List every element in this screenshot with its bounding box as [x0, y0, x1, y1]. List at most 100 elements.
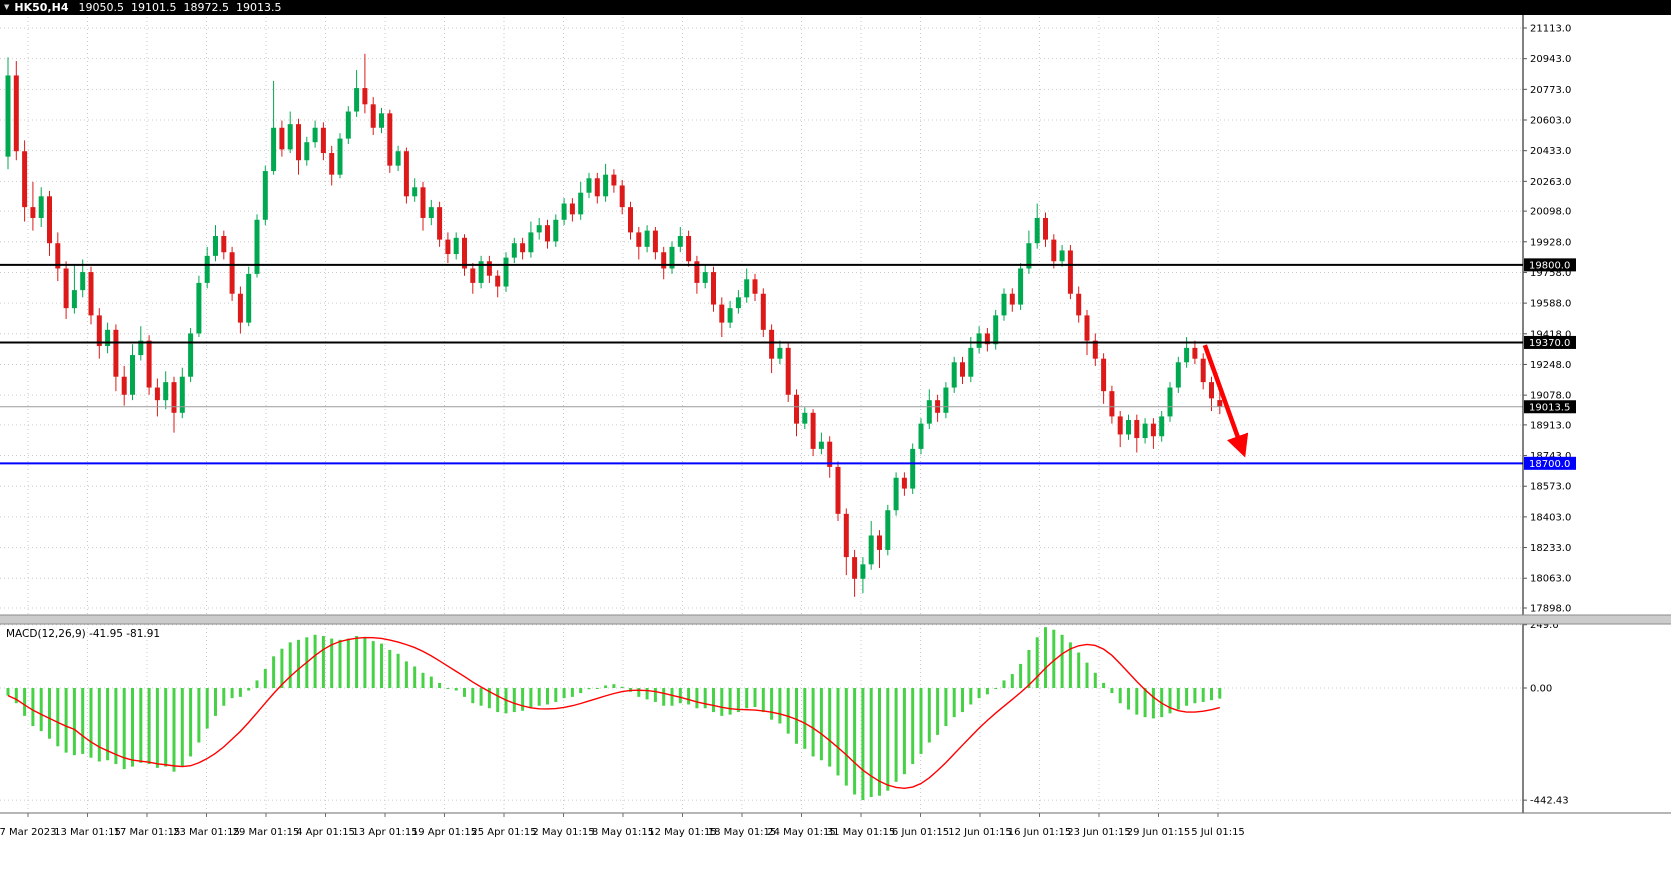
candle-body [1159, 416, 1165, 437]
macd-bar [687, 688, 691, 705]
price-tick-label: 20098.0 [1530, 207, 1571, 218]
macd-bar [189, 688, 193, 757]
candle-body [1192, 347, 1198, 359]
macd-bar [886, 688, 890, 791]
macd-bar [89, 688, 93, 758]
symbol-period-label: HK50,H4 [14, 1, 69, 14]
candle-body [1059, 250, 1065, 262]
candle-body [852, 557, 858, 579]
macd-histogram [6, 627, 1222, 801]
candle-body [877, 535, 882, 550]
macd-bar [637, 688, 641, 697]
candle-body [711, 272, 716, 305]
candle-body [179, 376, 185, 413]
candle-body [188, 333, 194, 377]
macd-bar [1218, 688, 1222, 699]
candle-body [603, 174, 609, 197]
annotations[interactable] [1202, 344, 1249, 458]
time-tick-label: 23 Mar 01:15 [173, 827, 240, 838]
time-tick-label: 6 Jun 01:15 [892, 827, 949, 838]
candle-body [843, 513, 849, 558]
price-tick-label: 17898.0 [1530, 604, 1571, 615]
horizontal-lines[interactable] [0, 263, 1523, 465]
macd-bar [429, 676, 433, 688]
macd-bar [1143, 688, 1147, 718]
candle-body [910, 448, 916, 489]
candle-body [503, 257, 509, 287]
macd-bar [878, 688, 881, 796]
price-badge [1524, 400, 1576, 414]
candlestick-series [5, 53, 1223, 597]
macd-bar [819, 688, 823, 761]
chart-area: 21113.0 20943.0 20773.0 20603.0 20433.0 20263… [0, 15, 1671, 889]
price-tick-label: 20773.0 [1530, 85, 1571, 96]
macd-bar [413, 666, 417, 688]
candle-body [777, 347, 783, 359]
panel-separator[interactable] [0, 614, 1671, 625]
macd-bar [122, 688, 126, 770]
macd-bar [272, 656, 276, 688]
macd-bar [39, 688, 43, 732]
macd-bar [371, 641, 375, 688]
candle-body [1034, 217, 1040, 244]
candle-body [279, 127, 285, 150]
candle-body [528, 232, 534, 253]
candle-body [329, 153, 335, 175]
macd-bar [1093, 672, 1097, 688]
candle-body [1076, 293, 1082, 316]
macd-bar [388, 649, 392, 688]
macd-bar [1151, 688, 1155, 719]
candle-body [478, 261, 484, 283]
splitter-bar[interactable] [0, 615, 1671, 624]
candle-body [868, 535, 874, 565]
macd-bar [205, 688, 209, 729]
candle-body [88, 272, 94, 316]
candle-body [80, 272, 86, 291]
macd-bar [396, 653, 400, 688]
candle-body [304, 142, 310, 161]
candle-body [296, 124, 301, 161]
grid-layer [0, 17, 1523, 811]
price-tick-label: 19588.0 [1530, 299, 1571, 310]
candle-body [636, 232, 642, 247]
macd-bar [570, 688, 574, 697]
price-badges: 19800.0 19370.0 18700.0 19013.5 [1524, 258, 1576, 470]
macd-bar [313, 634, 317, 688]
trend-arrow[interactable] [1202, 344, 1249, 458]
price-badge-label: 18700.0 [1529, 459, 1570, 470]
candle-body [735, 297, 741, 309]
candle-body [1043, 217, 1048, 240]
candle-body [686, 236, 692, 262]
candle-body [1167, 387, 1173, 417]
macd-bar [346, 638, 350, 688]
ohlc-close-value: 19013.5 [235, 1, 282, 14]
macd-bar [612, 684, 616, 688]
macd-bar [703, 688, 707, 709]
macd-bar [471, 688, 475, 704]
candle-body [960, 362, 965, 377]
macd-bar [56, 688, 60, 747]
candle-body [362, 88, 368, 105]
ohlc-low-value: 18972.5 [183, 1, 229, 14]
macd-bar [853, 688, 857, 795]
macd-bar [620, 686, 624, 688]
macd-bar [1019, 663, 1023, 688]
candle-body [835, 466, 841, 514]
candle-body [30, 207, 36, 218]
time-tick-label: 24 May 01:15 [767, 827, 836, 838]
candle-body [453, 237, 459, 255]
macd-bar [1027, 649, 1031, 688]
candle-body [885, 510, 891, 550]
macd-bar [230, 688, 234, 699]
macd-bar [736, 688, 740, 713]
candle-body [38, 196, 44, 218]
candle-body [1084, 315, 1090, 341]
candle-body [976, 333, 982, 348]
candle-body [511, 243, 517, 258]
candle-body [1051, 239, 1057, 262]
macd-bar [255, 680, 259, 688]
chart-canvas[interactable]: 21113.0 20943.0 20773.0 20603.0 20433.0 20263… [0, 15, 1671, 889]
macd-bar [720, 688, 724, 716]
candle-body [445, 239, 451, 255]
time-tick-label: 13 Apr 01:15 [352, 827, 417, 838]
